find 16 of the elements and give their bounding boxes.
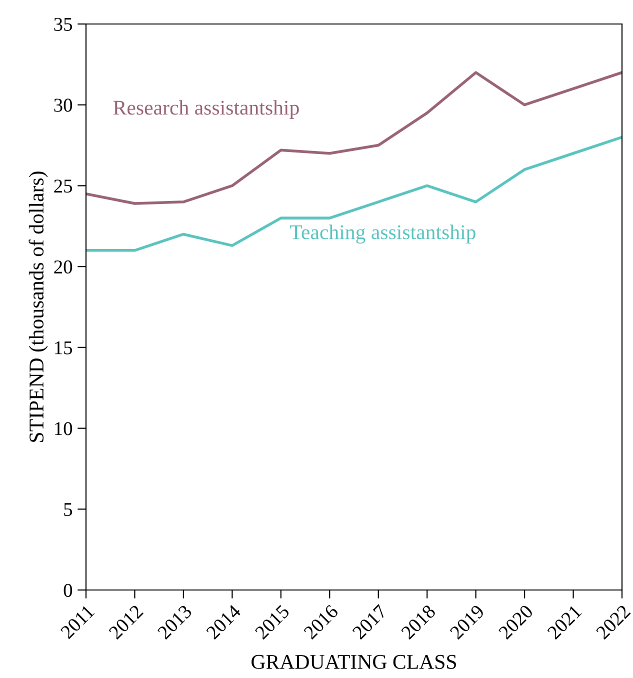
y-tick-label: 0: [64, 584, 72, 597]
line-series: [86, 71, 622, 205]
series-label: Research assistantship: [113, 100, 299, 119]
y-tick-label: 5: [64, 503, 72, 516]
y-tick-label: 15: [55, 341, 72, 354]
y-tick-label: 20: [54, 260, 72, 274]
x-axis-title: GRADUATING CLASS: [252, 654, 456, 669]
y-tick-label: 25: [54, 180, 72, 193]
x-tick-label: 2021: [546, 604, 582, 640]
y-tick-label: 10: [55, 422, 72, 436]
y-axis-title: STIPEND (thousands of dollars): [28, 172, 48, 442]
y-tick-label: 35: [54, 18, 72, 31]
x-tick-label: 2011: [60, 604, 95, 640]
series-label: Teaching assistantship: [290, 224, 476, 244]
y-tick-label: 30: [54, 98, 72, 112]
line-series: [86, 136, 622, 252]
